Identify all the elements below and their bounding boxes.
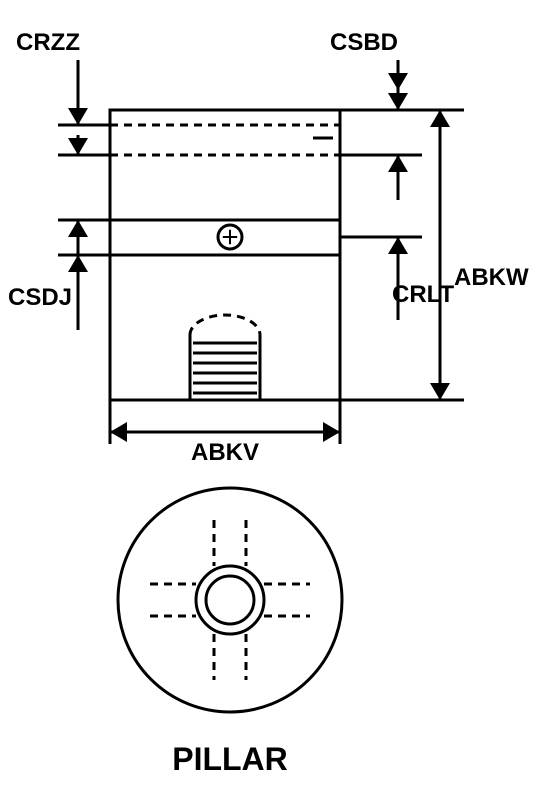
label-csdj: CSDJ <box>8 284 72 311</box>
label-csbd: CSBD <box>330 29 398 56</box>
label-crlt: CRLT <box>392 281 455 308</box>
pillar-diagram: ABKV ABKW CSBD CRLT CRZZ CSDJ PILLAR <box>0 0 537 789</box>
label-crzz: CRZZ <box>16 29 80 56</box>
diagram-title: PILLAR <box>172 741 288 777</box>
label-abkw: ABKW <box>454 264 529 291</box>
label-abkv: ABKV <box>191 439 259 466</box>
